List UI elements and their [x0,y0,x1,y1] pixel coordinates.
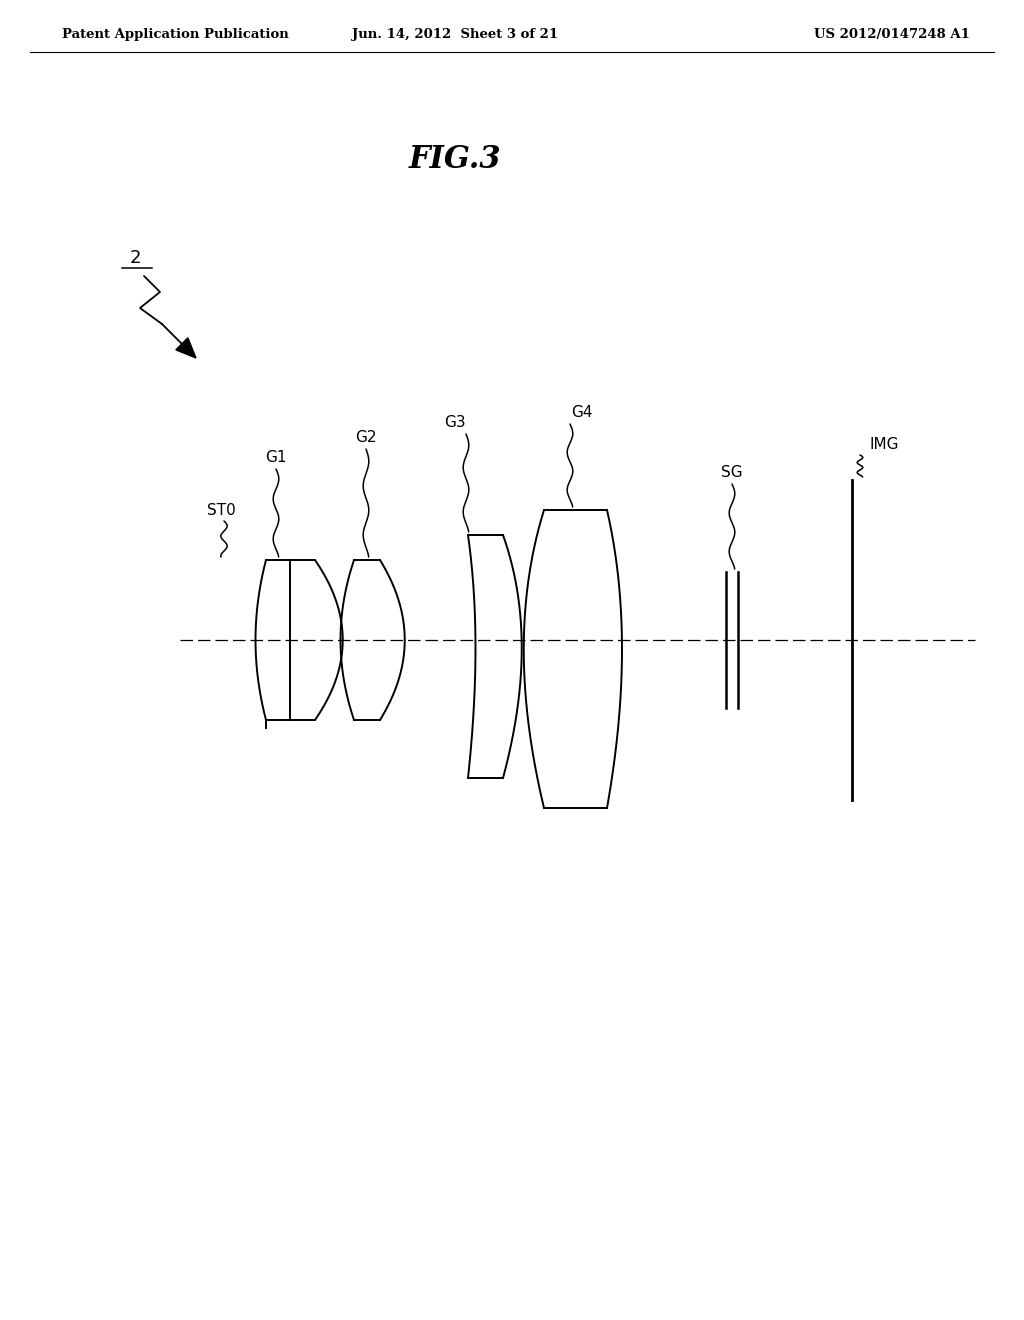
Text: G2: G2 [355,430,377,445]
Text: ST0: ST0 [207,503,236,517]
Text: 2: 2 [129,249,140,267]
Text: Jun. 14, 2012  Sheet 3 of 21: Jun. 14, 2012 Sheet 3 of 21 [352,28,558,41]
Text: G3: G3 [444,414,466,430]
Text: G4: G4 [571,405,593,420]
Text: SG: SG [721,465,742,480]
Text: FIG.3: FIG.3 [409,144,502,176]
Polygon shape [176,338,196,358]
Text: G1: G1 [265,450,287,465]
Text: IMG: IMG [870,437,899,451]
Text: US 2012/0147248 A1: US 2012/0147248 A1 [814,28,970,41]
Text: Patent Application Publication: Patent Application Publication [62,28,289,41]
